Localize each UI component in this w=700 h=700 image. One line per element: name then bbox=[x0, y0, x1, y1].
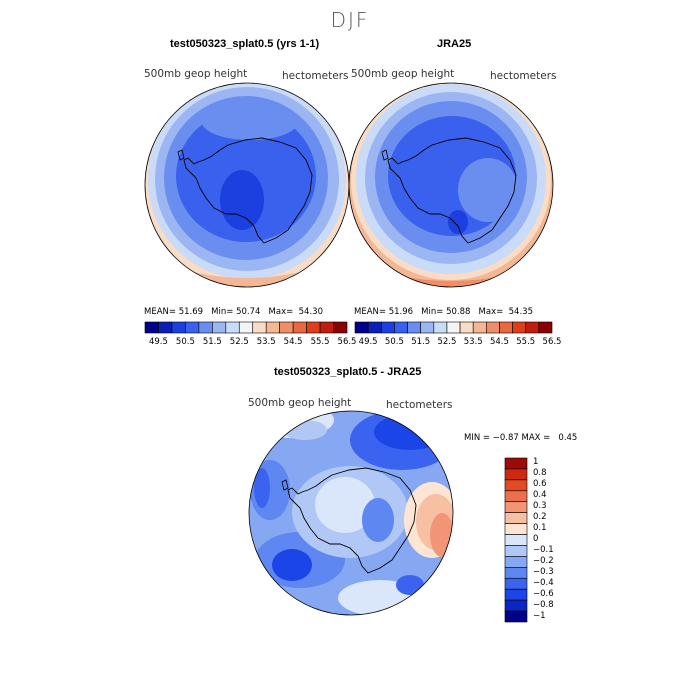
panel1-min: 50.74 bbox=[236, 307, 261, 317]
colorbar-level-label: −1 bbox=[533, 610, 546, 621]
panel3-coastline bbox=[281, 467, 417, 574]
panel3-stats: MIN = −0.87 MAX = 0.45 bbox=[464, 433, 578, 443]
colorbar-swatch bbox=[504, 490, 528, 503]
colorbar-swatch bbox=[504, 588, 528, 601]
colorbar-tick-label: 52.5 bbox=[437, 337, 457, 347]
panel2-colorbar-ticks: 49.5 50.5 51.5 52.5 53.5 54.5 55.5 56.5 bbox=[355, 337, 562, 349]
panel2-max: 54.35 bbox=[508, 307, 533, 317]
panel2-colorbar bbox=[354, 321, 553, 334]
colorbar-tick-label: 50.5 bbox=[175, 337, 195, 347]
panel2-min: 50.88 bbox=[446, 307, 471, 317]
panel1-stats: MEAN= 51.69 Min= 50.74 Max= 54.30 bbox=[144, 307, 323, 317]
panel2-units-label: hectometers bbox=[490, 70, 557, 82]
colorbar-level-label: −0.2 bbox=[533, 555, 554, 566]
colorbar-swatch bbox=[504, 610, 528, 623]
panel1-colorbar-ticks: 49.5 50.5 51.5 52.5 53.5 54.5 55.5 56.5 bbox=[145, 337, 356, 349]
panel3-units-label: hectometers bbox=[386, 399, 453, 411]
colorbar-swatch bbox=[504, 468, 528, 481]
colorbar-swatch bbox=[504, 512, 528, 524]
colorbar-tick-label: 51.5 bbox=[202, 337, 222, 347]
colorbar-tick-label: 56.5 bbox=[542, 337, 562, 347]
panel2-mean: 51.96 bbox=[388, 307, 414, 317]
colorbar-tick-label: 55.5 bbox=[516, 337, 536, 347]
colorbar-level-label: 0.1 bbox=[533, 523, 547, 534]
colorbar-tick-label: 49.5 bbox=[148, 337, 168, 347]
colorbar-swatch bbox=[504, 545, 528, 557]
panel2-title: JRA25 bbox=[437, 38, 472, 50]
panel3-variable-label: 500mb geop height bbox=[248, 397, 352, 409]
colorbar-level-label: −0.1 bbox=[533, 544, 554, 555]
panel2-coastline bbox=[381, 137, 517, 244]
colorbar-swatch bbox=[504, 567, 528, 579]
panel3-title: test050323_splat0.5 - JRA25 bbox=[274, 366, 422, 378]
panel3-map-border bbox=[248, 410, 454, 616]
colorbar-swatch bbox=[504, 501, 528, 513]
colorbar-level-label: −0.4 bbox=[533, 577, 554, 588]
colorbar-tick-label: 53.5 bbox=[463, 337, 483, 347]
colorbar-level-label: 1 bbox=[533, 457, 539, 468]
colorbar-level-label: −0.3 bbox=[533, 566, 554, 577]
colorbar-swatch bbox=[504, 479, 528, 492]
panel1-mean: 51.69 bbox=[178, 307, 204, 317]
colorbar-swatch bbox=[504, 556, 528, 568]
colorbar-swatch bbox=[538, 321, 553, 334]
colorbar-swatch bbox=[504, 523, 528, 535]
panel3-colorbar-ticks: 1 0.8 0.6 0.4 0.3 0.2 0.1 0 −0.1 −0.2 −0.3 −0.4 −0.6… bbox=[533, 457, 573, 622]
colorbar-level-label: 0 bbox=[533, 534, 539, 544]
colorbar-tick-label: 53.5 bbox=[256, 337, 276, 347]
panel3-min: −0.87 bbox=[492, 433, 519, 443]
colorbar-level-label: −0.6 bbox=[533, 588, 554, 599]
panel2-stats: MEAN= 51.96 Min= 50.88 Max= 54.35 bbox=[354, 307, 533, 317]
colorbar-swatch bbox=[504, 457, 528, 470]
colorbar-swatch bbox=[504, 534, 528, 546]
colorbar-level-label: 0.8 bbox=[533, 468, 547, 479]
colorbar-tick-label: 50.5 bbox=[384, 337, 404, 347]
colorbar-level-label: 0.6 bbox=[533, 479, 547, 490]
panel3-colorbar bbox=[504, 457, 528, 623]
panel1-coastline bbox=[177, 137, 313, 244]
panel2-map-border bbox=[348, 82, 554, 288]
panel3-max: 0.45 bbox=[558, 433, 578, 443]
colorbar-swatch bbox=[333, 321, 348, 334]
colorbar-tick-label: 54.5 bbox=[283, 337, 303, 347]
panel1-max: 54.30 bbox=[298, 307, 323, 317]
panel2-variable-label: 500mb geop height bbox=[351, 68, 455, 80]
colorbar-swatch bbox=[504, 577, 528, 590]
colorbar-tick-label: 56.5 bbox=[337, 337, 357, 347]
colorbar-tick-label: 51.5 bbox=[411, 337, 431, 347]
panel1-field bbox=[145, 83, 349, 287]
panel1-colorbar bbox=[144, 321, 348, 334]
colorbar-level-label: 0.3 bbox=[533, 501, 547, 512]
colorbar-tick-label: 49.5 bbox=[358, 337, 378, 347]
colorbar-tick-label: 54.5 bbox=[489, 337, 509, 347]
colorbar-level-label: 0.2 bbox=[533, 512, 547, 523]
season-title: DJF bbox=[330, 8, 370, 32]
panel1-title: test050323_splat0.5 (yrs 1-1) bbox=[170, 38, 320, 50]
panel1-variable-label: 500mb geop height bbox=[144, 68, 248, 80]
colorbar-tick-label: 55.5 bbox=[310, 337, 330, 347]
colorbar-swatch bbox=[504, 599, 528, 612]
colorbar-level-label: −0.8 bbox=[533, 599, 554, 610]
panel1-units-label: hectometers bbox=[282, 70, 349, 82]
colorbar-tick-label: 52.5 bbox=[229, 337, 249, 347]
colorbar-level-label: 0.4 bbox=[533, 490, 547, 501]
